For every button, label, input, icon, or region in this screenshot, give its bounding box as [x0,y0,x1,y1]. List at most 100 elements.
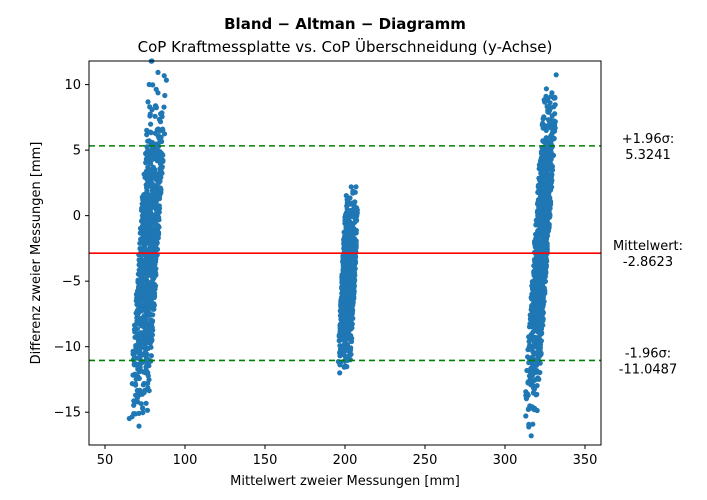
y-tick-label: −15 [54,406,81,421]
y-tick-label: 5 [73,144,81,159]
scatter-point [525,380,531,386]
scatter-point [346,235,352,241]
scatter-point [345,304,351,310]
scatter-point [541,232,548,238]
scatter-point [342,219,348,225]
scatter-point [524,367,530,374]
scatter-point [138,236,144,242]
scatter-point [552,102,558,108]
scatter-point [537,369,543,376]
scatter-point [353,184,359,190]
scatter-point [550,121,557,127]
scatter-point [140,223,146,230]
scatter-point [552,111,558,117]
scatter-point [350,299,356,305]
scatter-point [537,214,543,220]
scatter-point [132,334,138,340]
scatter-point [136,262,142,268]
scatter-point [349,308,356,314]
scatter-point [529,303,535,309]
scatter-point [146,253,152,259]
scatter-point [131,348,137,354]
scatter-point [530,364,536,370]
scatter-point [145,308,151,314]
mean-value: -2.8623 [623,255,673,270]
scatter-points [126,58,559,439]
scatter-point [350,188,356,194]
scatter-point [145,99,151,105]
scatter-point [340,304,346,311]
scatter-point [531,343,538,349]
chart-subtitle: CoP Kraftmessplatte vs. CoP Überschneidu… [138,37,553,56]
lower_loa-value: -11.0487 [619,362,677,377]
scatter-point [144,127,150,133]
scatter-point [144,407,151,413]
scatter-point [149,280,155,286]
reference-lines [89,145,601,362]
scatter-point [138,401,144,407]
scatter-point [152,113,158,119]
mean-label: Mittelwert: [613,239,683,254]
scatter-point [340,285,346,291]
scatter-point [154,246,161,252]
scatter-point [158,134,164,140]
scatter-point [526,346,532,352]
scatter-point [141,266,147,272]
scatter-point [537,330,543,336]
scatter-point [148,206,154,212]
chart-title: Bland − Altman − Diagramm [224,15,466,33]
scatter-point [152,130,158,136]
scatter-point [145,330,151,336]
scatter-point [150,327,156,333]
scatter-point [537,177,543,183]
scatter-point [352,229,358,236]
scatter-point [144,297,150,303]
scatter-point [536,303,542,309]
x-tick-label: 50 [97,453,114,468]
scatter-point [528,331,534,338]
scatter-point [548,171,554,177]
scatter-point [540,304,546,310]
scatter-point [345,272,351,278]
scatter-point [349,225,355,231]
scatter-point [150,166,156,172]
scatter-point [542,222,548,228]
scatter-point [540,316,546,322]
scatter-point [345,285,351,291]
scatter-point [543,268,549,274]
scatter-point [161,73,167,79]
scatter-point [547,202,554,208]
scatter-point [343,212,349,218]
lower_loa-label: -1.96σ: [625,346,671,361]
scatter-point [161,104,167,110]
scatter-point [341,335,347,341]
scatter-point [157,174,163,180]
scatter-point [144,132,150,138]
scatter-point [347,317,353,323]
y-tick-label: −5 [62,275,81,290]
scatter-point [548,138,554,144]
scatter-point [353,214,359,220]
scatter-point [146,221,152,227]
scatter-point [537,360,543,366]
scatter-point [138,272,144,278]
scatter-point [538,310,544,316]
scatter-point [352,219,358,225]
scatter-point [531,324,537,330]
scatter-point [344,259,351,265]
scatter-point [531,272,537,278]
scatter-point [352,203,358,209]
scatter-point [146,173,152,179]
scatter-point [140,292,147,299]
scatter-point [537,203,543,209]
scatter-point [145,192,151,198]
scatter-point [526,421,532,427]
scatter-point [148,121,154,127]
scatter-point [139,307,145,313]
scatter-point [539,228,545,234]
scatter-point [542,99,548,105]
scatter-point [543,139,550,145]
scatter-point [144,229,150,235]
scatter-point [141,215,147,221]
scatter-point [540,285,547,291]
